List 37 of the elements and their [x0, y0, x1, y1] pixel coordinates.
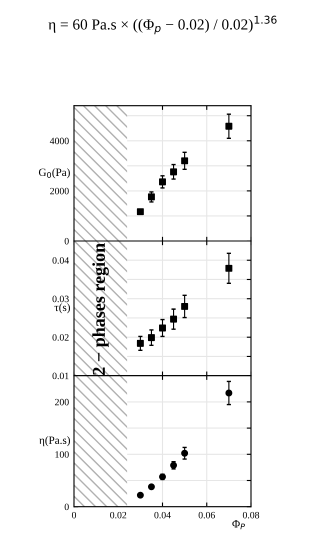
x-tick-label: 0 [72, 512, 76, 518]
y-tick-label: 0.02 [52, 334, 69, 341]
y-tick-label: 0.04 [52, 257, 69, 264]
point [181, 157, 188, 164]
x-axis-title: Φ$_{P}$ [232, 520, 245, 530]
y-axis-title: η(Pa.s) [39, 436, 70, 446]
point [225, 390, 232, 396]
y-tick-label: 2000 [50, 188, 69, 194]
point [159, 178, 166, 186]
y-tick-label: 4000 [50, 138, 69, 144]
point [148, 193, 155, 200]
point [181, 450, 188, 457]
point [159, 324, 166, 332]
y-tick-label: 0.01 [52, 372, 69, 380]
point [136, 340, 144, 347]
x-tick-label: 0.02 [110, 512, 126, 518]
y-tick-label: 200 [54, 398, 69, 406]
y-tick-label: 0.03 [52, 296, 69, 302]
point [225, 122, 232, 130]
y-tick-label: 0 [64, 504, 69, 510]
y-tick-label: 100 [55, 451, 69, 458]
point [148, 483, 155, 490]
point [181, 302, 188, 310]
x-tick-label: 0.08 [242, 512, 260, 518]
point [170, 316, 178, 323]
x-tick-label: 0.04 [154, 512, 171, 518]
y-tick-label: 0 [64, 238, 69, 244]
point [148, 334, 155, 342]
point [225, 264, 232, 272]
y-axis-title: G$_{0}$(Pa) [38, 168, 70, 178]
y-axis-title: τ(s) [54, 303, 70, 314]
band-label: 2 − phases region [92, 243, 109, 375]
point [170, 168, 178, 176]
x-tick-label: 0.06 [198, 512, 215, 518]
point [136, 208, 144, 216]
point [136, 492, 144, 499]
chart-title: η = 60 Pa.s × ((Φ$_{p}$ − 0.02) / 0.02)$^{1.36}$ [48, 16, 277, 34]
